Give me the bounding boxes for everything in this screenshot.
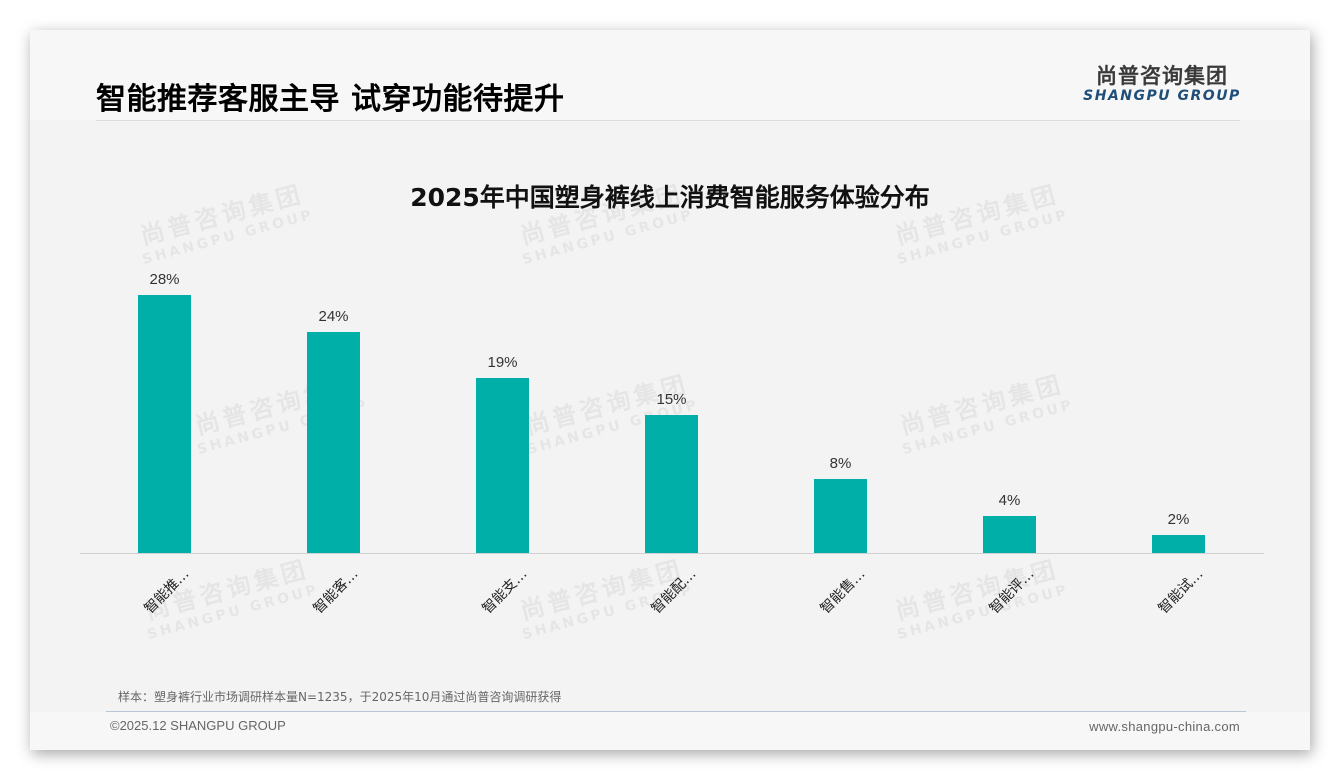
bar-value-label: 19% bbox=[487, 354, 518, 371]
watermark-en: SHANGPU GROUP bbox=[895, 581, 1071, 644]
bar bbox=[476, 378, 529, 553]
x-axis-category-label: 智能客… bbox=[310, 566, 361, 618]
x-axis-category-label: 智能售… bbox=[817, 566, 868, 618]
watermark: 尚普咨询集团 SHANGPU GROUP bbox=[886, 548, 1070, 643]
bar-value-label: 24% bbox=[318, 308, 349, 325]
footer-band bbox=[30, 712, 1310, 750]
title-divider bbox=[96, 120, 1240, 121]
footer-divider bbox=[106, 711, 1246, 712]
bar bbox=[983, 516, 1036, 553]
x-axis-category-label: 智能配… bbox=[648, 566, 699, 618]
header-band bbox=[30, 30, 1310, 120]
sample-note: 样本：塑身裤行业市场调研样本量N=1235，于2025年10月通过尚普咨询调研获… bbox=[118, 690, 562, 704]
logo-en-text: SHANGPU GROUP bbox=[1083, 88, 1241, 104]
company-logo: 尚普咨询集团 SHANGPU GROUP bbox=[1082, 64, 1242, 104]
bar bbox=[138, 295, 191, 553]
logo-cn-text: 尚普咨询集团 bbox=[1096, 64, 1228, 88]
bar-chart: 28% 智能推… 24% 智能客… 19% 智能支… 15% 智能配… 8% 智能售… 4% 智能评…… bbox=[80, 230, 1264, 617]
bar bbox=[645, 415, 698, 553]
page-title: 智能推荐客服主导 试穿功能待提升 bbox=[96, 82, 565, 117]
slide: 智能推荐客服主导 试穿功能待提升 尚普咨询集团 SHANGPU GROUP 尚普… bbox=[30, 30, 1310, 750]
x-axis-category-label: 智能试… bbox=[1155, 566, 1206, 618]
bar bbox=[814, 479, 867, 553]
bar-value-label: 2% bbox=[1167, 511, 1190, 528]
x-axis-line bbox=[80, 553, 1264, 554]
bar bbox=[307, 332, 360, 553]
x-axis-category-label: 智能支… bbox=[479, 566, 530, 618]
bar bbox=[1152, 535, 1205, 553]
bar-value-label: 15% bbox=[656, 391, 687, 408]
bar-value-label: 4% bbox=[998, 492, 1021, 509]
bar-value-label: 28% bbox=[149, 271, 180, 288]
watermark-cn: 尚普咨询集团 bbox=[892, 554, 1062, 626]
copyright-text: ©2025.12 SHANGPU GROUP bbox=[110, 718, 286, 733]
bar-value-label: 8% bbox=[829, 455, 852, 472]
website-text: www.shangpu-china.com bbox=[1089, 719, 1240, 734]
chart-title: 2025年中国塑身裤线上消费智能服务体验分布 bbox=[410, 183, 930, 212]
x-axis-category-label: 智能推… bbox=[141, 566, 192, 618]
x-axis-category-label: 智能评… bbox=[986, 566, 1037, 618]
